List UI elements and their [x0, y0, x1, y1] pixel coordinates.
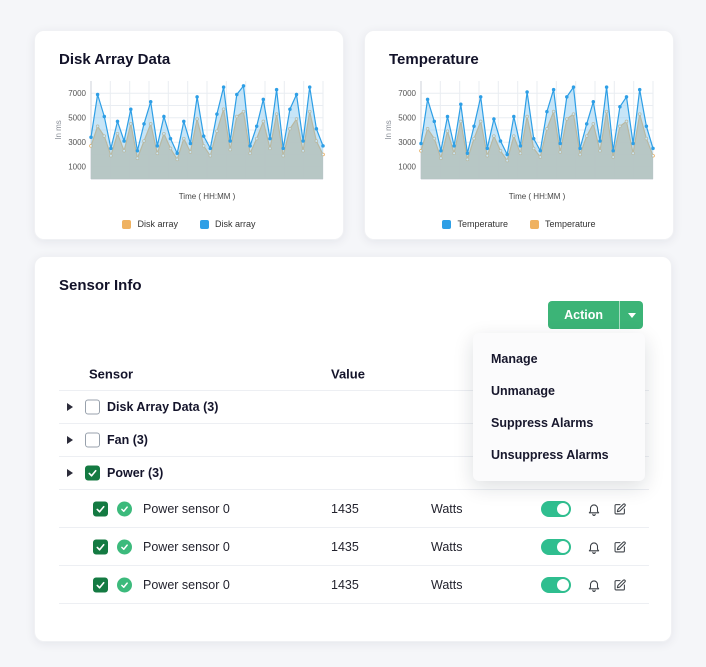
legend-swatch-orange	[530, 219, 539, 229]
sensor-name: Power sensor 0	[143, 539, 230, 554]
sensor-info-card: Sensor Info Action Manage Unmanage Suppr…	[34, 256, 672, 642]
column-header-value: Value	[331, 366, 365, 381]
legend-swatch-blue	[200, 219, 209, 229]
chart-svg: 1000 3000 5000 7000 In ms Time ( HH:MM )	[54, 81, 325, 201]
check-icon	[96, 505, 105, 513]
legend-item[interactable]: Disk array	[200, 219, 256, 229]
menu-item-manage[interactable]: Manage	[491, 352, 538, 366]
temperature-card-title: Temperature	[389, 51, 479, 68]
sensor-info-title: Sensor Info	[59, 277, 142, 294]
sensor-unit: Watts	[431, 539, 463, 554]
group-row-fan: Fan (3)	[59, 424, 649, 457]
status-ok-icon	[117, 577, 132, 592]
menu-item-unmanage[interactable]: Unmanage	[491, 384, 555, 398]
enable-toggle[interactable]	[541, 538, 571, 555]
check-icon	[96, 581, 105, 589]
sensor-row: Power sensor 0 1435 Watts	[59, 528, 649, 566]
status-ok-icon	[117, 501, 132, 516]
enable-toggle[interactable]	[541, 576, 571, 593]
action-dropdown-menu: Manage Unmanage Suppress Alarms Unsuppre…	[473, 333, 645, 481]
svg-text:In ms: In ms	[54, 120, 63, 140]
disk-array-chart-card: Disk Array Data 1000 3000 5000 7000 In ms Tim…	[34, 30, 344, 240]
bell-icon[interactable]	[587, 501, 601, 516]
temperature-chart-card: Temperature 1000 3000 5000 7000 In ms Time ( …	[364, 30, 674, 240]
sensor-unit: Watts	[431, 501, 463, 516]
edit-icon[interactable]	[613, 502, 627, 516]
group-checkbox[interactable]	[85, 399, 100, 415]
temperature-chart: 1000 3000 5000 7000 In ms Time ( HH:MM )	[379, 73, 661, 207]
bell-icon[interactable]	[587, 539, 601, 554]
svg-text:3000: 3000	[398, 138, 416, 147]
menu-item-suppress-alarms[interactable]: Suppress Alarms	[491, 416, 594, 430]
group-row-power: Power (3)	[59, 457, 649, 490]
legend-label: Disk array	[215, 219, 256, 229]
group-label: Disk Array Data (3)	[107, 400, 219, 414]
menu-item-unsuppress-alarms[interactable]: Unsuppress Alarms	[491, 448, 609, 462]
chevron-down-icon	[627, 312, 636, 318]
group-row-disk-array: Disk Array Data (3)	[59, 391, 649, 424]
sensor-name: Power sensor 0	[143, 577, 230, 592]
disk-array-card-title: Disk Array Data	[59, 51, 171, 68]
svg-text:7000: 7000	[68, 89, 86, 98]
legend-label: Temperature	[457, 219, 508, 229]
sensor-value: 1435	[331, 501, 359, 516]
row-checkbox-checked[interactable]	[93, 539, 108, 554]
disk-array-chart: 1000 3000 5000 7000 In ms Time ( HH:MM )	[49, 73, 331, 207]
sensor-value: 1435	[331, 577, 359, 592]
action-button[interactable]: Action	[548, 301, 643, 329]
svg-text:3000: 3000	[68, 138, 86, 147]
svg-text:1000: 1000	[398, 162, 416, 171]
temperature-legend: Temperature Temperature	[365, 219, 673, 229]
sensor-name: Power sensor 0	[143, 501, 230, 516]
legend-item[interactable]: Temperature	[442, 219, 508, 229]
legend-swatch-blue	[442, 219, 452, 229]
legend-swatch-orange	[122, 219, 132, 229]
check-icon	[96, 543, 105, 551]
chart-svg: 1000 3000 5000 7000 In ms Time ( HH:MM )	[384, 81, 655, 201]
legend-label: Disk array	[137, 219, 178, 229]
svg-text:5000: 5000	[68, 113, 86, 122]
edit-icon[interactable]	[613, 578, 627, 592]
disk-array-legend: Disk array Disk array	[35, 219, 343, 229]
svg-text:Time ( HH:MM ): Time ( HH:MM )	[179, 192, 236, 201]
check-icon	[88, 469, 97, 477]
action-dropdown-toggle[interactable]	[619, 301, 643, 329]
action-button-label[interactable]: Action	[564, 308, 603, 322]
row-checkbox-checked[interactable]	[93, 577, 108, 592]
row-checkbox-checked[interactable]	[93, 501, 108, 516]
group-checkbox[interactable]	[85, 432, 100, 448]
group-label: Fan (3)	[107, 433, 148, 447]
group-checkbox-checked[interactable]	[85, 465, 100, 481]
expand-caret-icon[interactable]	[67, 469, 73, 477]
svg-text:In ms: In ms	[384, 120, 393, 140]
sensor-table: Sensor Value Disk Array Data (3) Fan (3)…	[59, 357, 649, 604]
svg-text:5000: 5000	[398, 113, 416, 122]
sensor-row: Power sensor 0 1435 Watts	[59, 490, 649, 528]
table-header-row: Sensor Value	[59, 357, 649, 391]
sensor-value: 1435	[331, 539, 359, 554]
svg-text:7000: 7000	[398, 89, 416, 98]
legend-label: Temperature	[545, 219, 596, 229]
svg-text:1000: 1000	[68, 162, 86, 171]
status-ok-icon	[117, 539, 132, 554]
expand-caret-icon[interactable]	[67, 403, 73, 411]
column-header-sensor: Sensor	[89, 366, 134, 381]
legend-item[interactable]: Disk array	[122, 219, 178, 229]
legend-item[interactable]: Temperature	[530, 219, 596, 229]
svg-text:Time ( HH:MM ): Time ( HH:MM )	[509, 192, 566, 201]
sensor-unit: Watts	[431, 577, 463, 592]
edit-icon[interactable]	[613, 540, 627, 554]
enable-toggle[interactable]	[541, 500, 571, 517]
sensor-row: Power sensor 0 1435 Watts	[59, 566, 649, 604]
group-label: Power (3)	[107, 466, 164, 480]
bell-icon[interactable]	[587, 577, 601, 592]
expand-caret-icon[interactable]	[67, 436, 73, 444]
